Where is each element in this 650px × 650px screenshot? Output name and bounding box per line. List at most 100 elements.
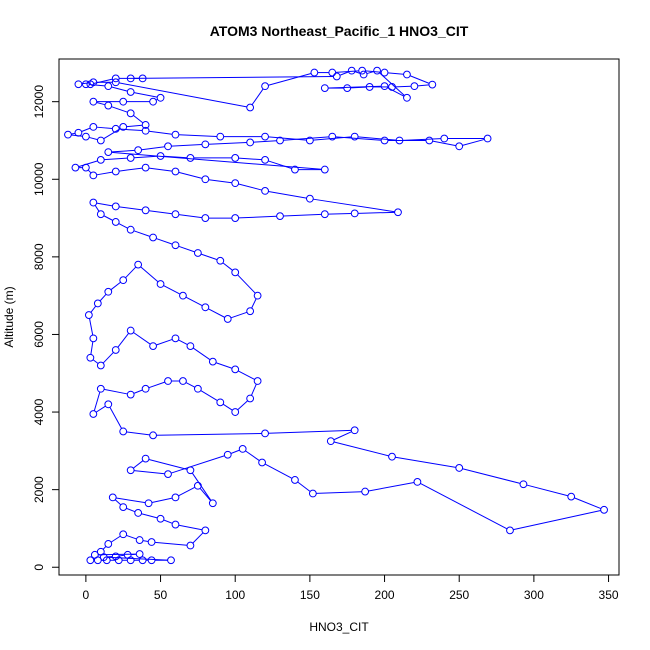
series-line-segment	[237, 274, 256, 294]
data-point	[186, 342, 195, 350]
series-line-segment	[268, 136, 307, 141]
y-tick-label: 8000	[32, 243, 46, 270]
data-point	[208, 499, 217, 508]
series-line-segment	[110, 281, 121, 291]
chart-title: ATOM3 Northeast_Pacific_1 HNO3_CIT	[210, 23, 469, 39]
data-point	[119, 530, 128, 539]
series-line-segment	[119, 554, 125, 557]
data-point	[380, 136, 389, 145]
data-point	[231, 268, 240, 277]
series-line-segment	[333, 431, 352, 441]
data-point	[156, 93, 165, 102]
series-line-segment	[316, 491, 362, 494]
series-line-segment	[238, 215, 277, 219]
data-point	[126, 390, 135, 399]
series-line-segment	[432, 140, 456, 147]
data-point	[179, 291, 187, 300]
series-line-segment	[237, 400, 248, 411]
data-point	[253, 377, 262, 385]
series-line-segment	[142, 540, 149, 542]
series-line-segment	[133, 460, 144, 469]
series-line-segment	[93, 391, 101, 411]
series-line-segment	[119, 128, 143, 132]
series-line-segment	[178, 524, 203, 531]
data-point	[156, 280, 165, 288]
data-point	[328, 68, 337, 77]
x-tick-label: 250	[449, 588, 469, 602]
series-line-segment	[111, 86, 128, 92]
series-line-segment	[102, 546, 107, 550]
series-line-segment	[264, 463, 293, 479]
data-point	[141, 126, 150, 135]
data-point	[89, 334, 98, 343]
series-line-segment	[387, 72, 404, 75]
data-point	[74, 128, 83, 137]
series-line-segment	[313, 136, 352, 141]
data-point	[231, 154, 240, 162]
data-point	[144, 499, 153, 508]
data-point	[413, 477, 422, 486]
data-point	[126, 88, 135, 96]
series-line-segment	[163, 519, 173, 524]
data-point	[403, 93, 411, 102]
data-point	[81, 80, 90, 89]
x-axis: 0 50 100 150 200 250 300 350	[83, 574, 619, 602]
series-line-segment	[104, 388, 128, 395]
data-point	[111, 552, 120, 561]
data-point	[96, 547, 105, 556]
series-line-segment	[358, 136, 397, 141]
x-axis-label: HNO3_CIT	[309, 620, 369, 634]
data-point	[126, 466, 135, 475]
series-line-segment	[283, 213, 322, 217]
data-point	[276, 212, 284, 221]
series-line-segment	[268, 429, 352, 434]
data-point	[156, 514, 165, 523]
data-point	[96, 361, 105, 370]
data-point	[231, 179, 240, 188]
data-point	[350, 426, 359, 435]
data-point	[141, 384, 150, 393]
data-point	[343, 84, 352, 92]
data-point	[223, 450, 232, 459]
series-line-segment	[96, 202, 113, 207]
series-line-segment	[133, 230, 151, 237]
series-line-segment	[133, 92, 158, 98]
series-line-segment	[94, 205, 100, 212]
data-point	[208, 357, 217, 366]
data-point	[320, 84, 329, 92]
series-line-segment	[268, 190, 307, 199]
data-point	[261, 429, 269, 438]
series-line-segment	[133, 389, 143, 394]
data-point	[253, 291, 262, 300]
y-axis: 0 2000 4000 6000 8000 10000 12000	[32, 85, 60, 571]
series-line-segment	[134, 470, 165, 475]
series-line-segment	[111, 151, 322, 170]
series-line-segment	[96, 171, 113, 176]
data-point	[320, 165, 329, 174]
x-tick-label: 300	[524, 588, 544, 602]
series-line-segment	[420, 483, 508, 530]
data-point	[86, 353, 95, 362]
data-point	[171, 493, 180, 502]
data-point	[141, 121, 150, 129]
data-point	[483, 134, 492, 143]
y-tick-label: 0	[32, 564, 46, 571]
data-point	[258, 458, 266, 467]
series-line-segment	[104, 157, 128, 161]
data-point	[186, 466, 195, 475]
series-line-segment	[313, 198, 395, 213]
series-line-segment	[268, 73, 312, 86]
data-point	[347, 66, 356, 75]
series-line-segment	[134, 75, 334, 79]
y-tick-label: 6000	[32, 321, 46, 348]
data-point	[164, 470, 172, 479]
series-line-segment	[462, 468, 521, 484]
series-line-segment	[71, 132, 76, 135]
data-point	[291, 165, 299, 174]
series-line-segment	[251, 298, 257, 309]
series-line-segment	[178, 245, 195, 253]
data-point	[149, 233, 157, 242]
series-line-segment	[251, 383, 257, 396]
data-point	[147, 556, 156, 565]
data-point	[141, 206, 150, 215]
